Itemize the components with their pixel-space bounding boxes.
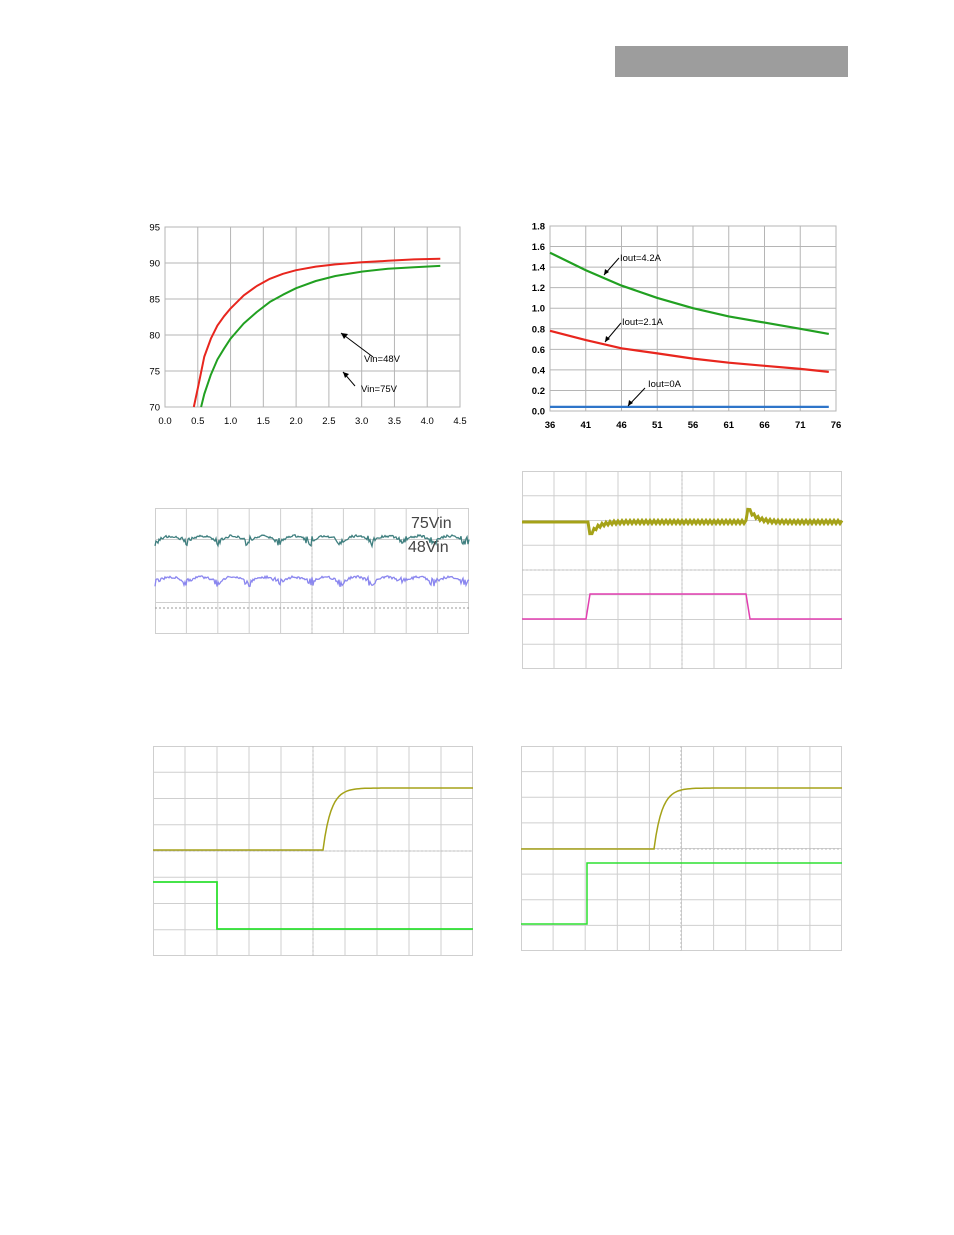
series-line-0 (549, 251, 829, 335)
x-tick-label: 4.5 (453, 416, 466, 427)
startup-1-traces (153, 787, 473, 930)
y-tick-label: 80 (149, 331, 160, 342)
x-tick-label: 76 (831, 420, 842, 431)
header-banner (615, 46, 848, 77)
arrow-head-0a (628, 400, 633, 406)
annotation-vin48: Vin=48V (364, 354, 401, 365)
y-tick-label: 95 (149, 223, 160, 234)
y-tick-label: 1.0 (532, 304, 545, 315)
y-tick-label: 1.2 (532, 283, 545, 294)
y-tick-label: 85 (149, 295, 160, 306)
arrow-head-21a (605, 336, 610, 342)
trace-enable (153, 881, 473, 930)
trace-output-voltage (521, 787, 842, 850)
series-line-1 (200, 264, 441, 408)
annotation-arrow-vin48 (340, 332, 374, 358)
y-tick-label: 90 (149, 259, 160, 270)
transient-scope (522, 471, 844, 669)
startup-scope-2 (521, 746, 842, 951)
arrow-head-42a (604, 269, 609, 275)
label-48vin: 48Vin (408, 539, 449, 556)
x-tick-label: 3.0 (355, 416, 368, 427)
startup-1-grid (153, 746, 473, 956)
power-dissipation-grid (549, 225, 837, 412)
trace-48vin (154, 574, 470, 588)
x-tick-label: 1.5 (257, 416, 270, 427)
x-tick-label: 36 (545, 420, 556, 431)
x-tick-label: 4.0 (421, 416, 434, 427)
x-tick-label: 46 (616, 420, 627, 431)
power-dissipation-tick-labels: 36 41 46 51 56 61 66 71 76 0.0 0.2 0.4 0.6 0.8 1.0 1.2 1… (532, 222, 842, 432)
y-tick-label: 70 (149, 403, 160, 414)
y-tick-label: 75 (149, 367, 160, 378)
x-tick-label: 3.5 (388, 416, 401, 427)
y-tick-label: 0.8 (532, 324, 545, 335)
y-tick-label: 0.6 (532, 345, 545, 356)
trace-output-voltage (153, 787, 473, 851)
arrow-head-vin48 (341, 333, 348, 339)
power-dissipation-chart: 36 41 46 51 56 61 66 71 76 0.0 0.2 0.4 0.6 0.8 1.0 1.2 1… (532, 222, 842, 432)
x-tick-label: 71 (795, 420, 806, 431)
annotation-iout-21a: Iout=2.1A (622, 317, 664, 328)
x-tick-label: 2.0 (290, 416, 303, 427)
x-tick-label: 66 (759, 420, 770, 431)
x-tick-label: 51 (652, 420, 663, 431)
label-75vin: 75Vin (411, 515, 452, 532)
ripple-traces (154, 533, 470, 588)
efficiency-grid (164, 226, 461, 408)
x-tick-label: 0.5 (191, 416, 204, 427)
power-dissipation-series (549, 251, 829, 408)
efficiency-annotations: Vin=48V Vin=75V (340, 332, 401, 395)
efficiency-series (192, 257, 441, 408)
ripple-grid (155, 508, 469, 634)
series-line-1 (549, 329, 829, 373)
y-tick-label: 1.8 (532, 222, 545, 233)
series-line-0 (192, 257, 441, 408)
trace-output-voltage (522, 507, 844, 536)
x-tick-label: 61 (723, 420, 734, 431)
y-tick-label: 0.4 (532, 365, 546, 376)
plot-area (164, 226, 461, 408)
y-tick-label: 1.6 (532, 242, 545, 253)
trace-input-voltage (521, 862, 842, 925)
efficiency-chart: 0.0 0.5 1.0 1.5 2.0 2.5 3.0 3.5 4.0 4.5 70 75 80 85 90… (149, 223, 466, 428)
annotation-iout-42a: Iout=4.2A (620, 253, 662, 264)
transient-traces (522, 507, 844, 620)
arrow-head-vin75 (343, 372, 349, 378)
trace-load-current (522, 593, 842, 620)
y-tick-label: 0.2 (532, 386, 545, 397)
startup-scope-1 (153, 746, 473, 956)
x-tick-label: 41 (580, 420, 591, 431)
x-tick-label: 1.0 (224, 416, 237, 427)
y-tick-label: 1.4 (532, 263, 546, 274)
power-dissipation-annotations: Iout=4.2A Iout=2.1A Iout=0A (603, 253, 682, 407)
annotation-iout-0a: Iout=0A (648, 379, 682, 390)
y-tick-label: 0.0 (532, 407, 545, 418)
efficiency-tick-labels: 0.0 0.5 1.0 1.5 2.0 2.5 3.0 3.5 4.0 4.5 70 75 80 85 90… (149, 223, 466, 428)
annotation-vin75: Vin=75V (361, 384, 398, 395)
ripple-scope: 75Vin 48Vin (154, 508, 470, 634)
x-tick-label: 2.5 (322, 416, 335, 427)
x-tick-label: 0.0 (158, 416, 171, 427)
startup-2-traces (521, 787, 842, 925)
x-tick-label: 56 (688, 420, 699, 431)
trace-75vin (154, 533, 470, 549)
